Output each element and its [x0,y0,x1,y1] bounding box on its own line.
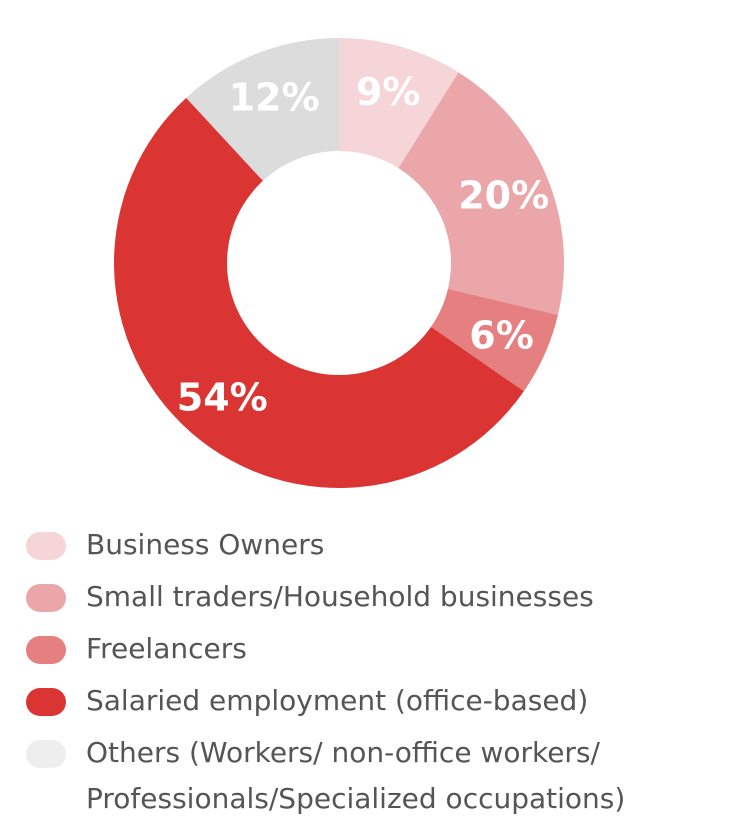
legend-item: Business Owners [26,522,726,568]
legend-label: Salaried employment (office-based) [86,684,589,717]
slice-business-owners [339,38,459,169]
legend-label: Others (Workers/ non-office workers/ Pro… [86,736,626,815]
slice-label-others-workers-non-office-workers: 12% [229,75,320,119]
legend-swatch [26,740,66,768]
legend-swatch [26,532,66,560]
legend-item: Salaried employment (office-based) [26,678,726,724]
donut-chart: 9% 20% 6% 54% 12% [113,38,564,489]
slice-freelancers [431,288,558,392]
legend-label: Freelancers [86,632,247,665]
chart-legend: Business Owners Small traders/Household b… [26,522,726,828]
slice-label-small-traders-household-businesses: 20% [458,174,549,218]
slice-label-business-owners: 9% [356,70,421,114]
slice-label-salaried-employment-office-based: 54% [177,375,268,419]
slice-label-freelancers: 6% [469,314,534,358]
slice-others-workers-non-office-workers [186,38,339,181]
legend-label: Small traders/Household businesses [86,580,594,613]
slice-salaried-employment-office-based [113,97,524,489]
legend-swatch [26,584,66,612]
slice-labels: 9% 20% 6% 54% 12% [177,70,549,419]
donut-slices [113,38,564,489]
legend-item: Freelancers [26,626,726,672]
legend-label: Business Owners [86,528,325,561]
legend-item: Small traders/Household businesses [26,574,726,620]
legend-swatch [26,636,66,664]
legend-item: Others (Workers/ non-office workers/ Pro… [26,730,726,822]
legend-swatch [26,688,66,716]
slice-small-traders-household-businesses [398,72,564,316]
